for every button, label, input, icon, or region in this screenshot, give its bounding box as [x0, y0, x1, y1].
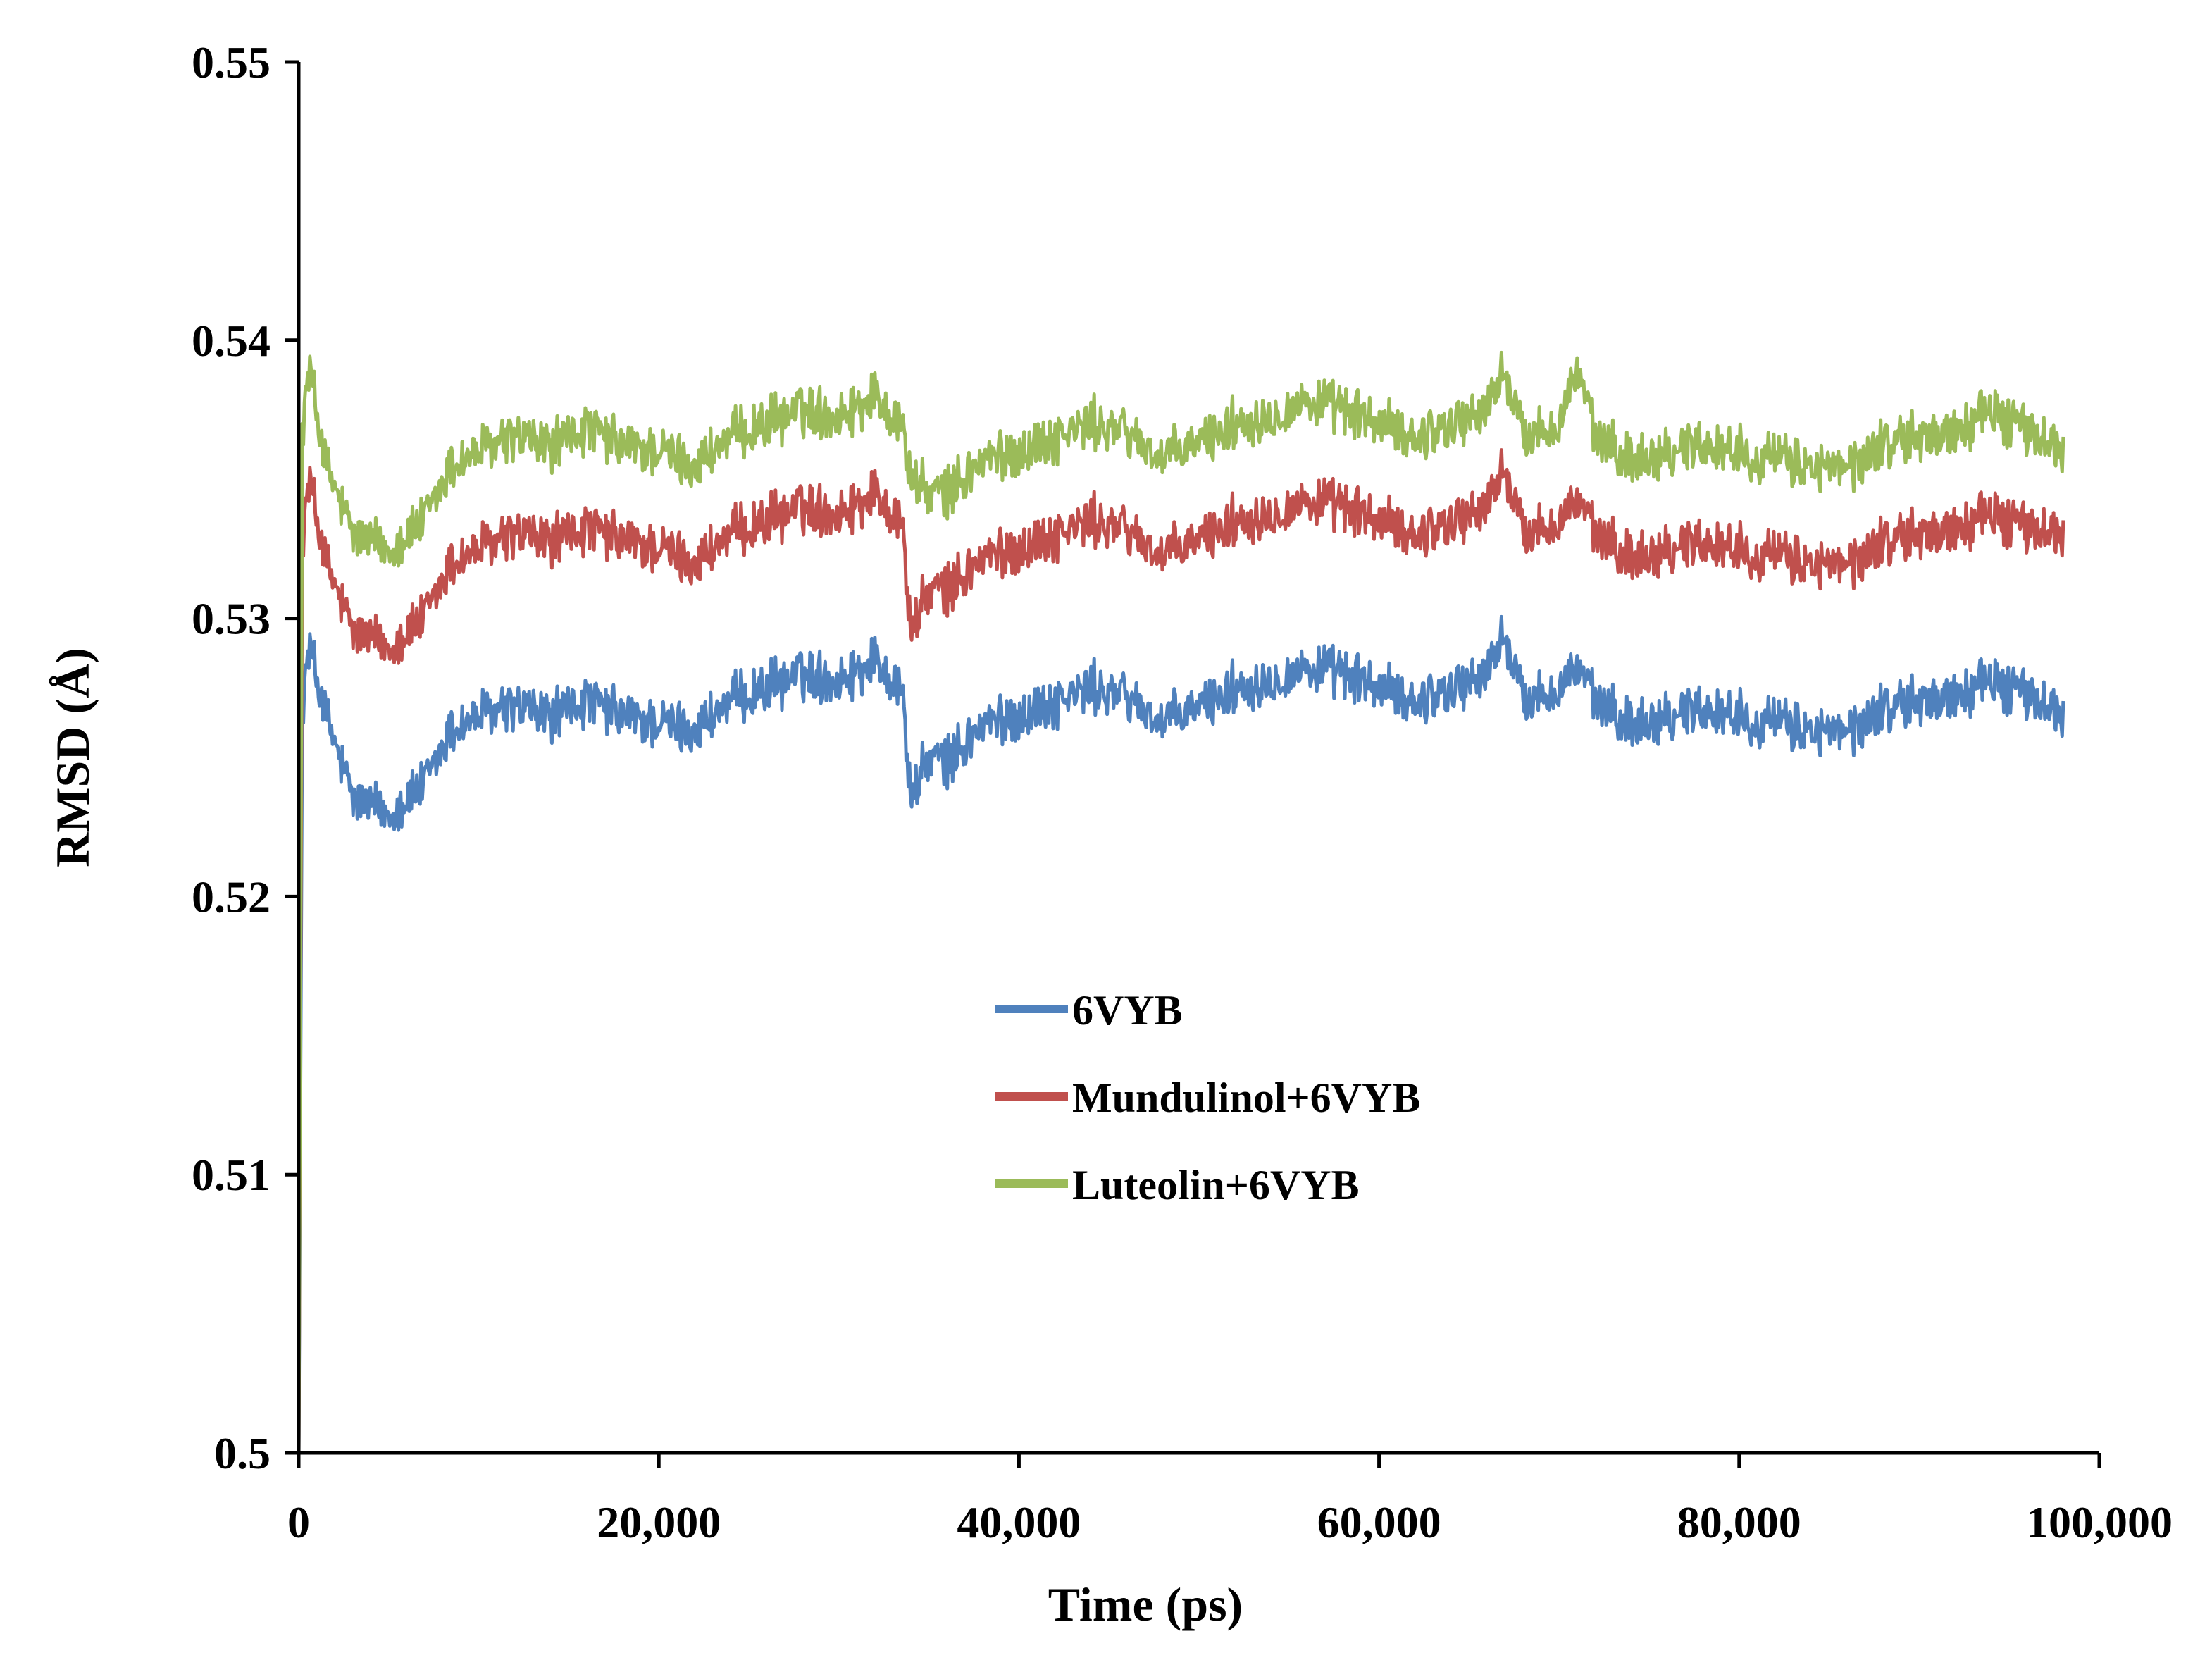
y-tick-label: 0.54	[192, 316, 271, 366]
legend-label: 6VYB	[1072, 987, 1183, 1034]
legend: 6VYB Mundulinol+6VYB Luteolin+6VYB	[995, 987, 1420, 1208]
x-tick-label: 100,000	[2026, 1497, 2173, 1547]
series-line-luteolin-6vyb	[297, 350, 2065, 1454]
series-layer	[297, 350, 2065, 1454]
series-line-6vyb	[297, 614, 2065, 1454]
x-axis-title: Time (ps)	[1048, 1578, 1243, 1631]
x-tick-label: 0	[287, 1497, 310, 1547]
y-tick-label: 0.51	[192, 1150, 271, 1200]
x-tick-label: 40,000	[957, 1497, 1081, 1547]
series-line-mundulinol-6vyb	[297, 448, 2065, 1454]
x-tick-label: 80,000	[1677, 1497, 1801, 1547]
legend-label: Mundulinol+6VYB	[1072, 1074, 1420, 1121]
y-ticks: 0.5 0.51 0.52 0.53 0.54 0.55	[192, 37, 299, 1478]
legend-label: Luteolin+6VYB	[1072, 1162, 1360, 1208]
x-ticks: 0 20,000 40,000 60,000 80,000 100,000	[287, 1453, 2173, 1547]
y-axis-title: RMSD (Å)	[46, 648, 99, 867]
y-tick-label: 0.55	[192, 37, 271, 87]
x-tick-label: 60,000	[1317, 1497, 1441, 1547]
y-tick-label: 0.52	[192, 872, 271, 922]
x-tick-label: 20,000	[597, 1497, 721, 1547]
y-tick-label: 0.5	[214, 1428, 271, 1478]
y-tick-label: 0.53	[192, 594, 271, 644]
